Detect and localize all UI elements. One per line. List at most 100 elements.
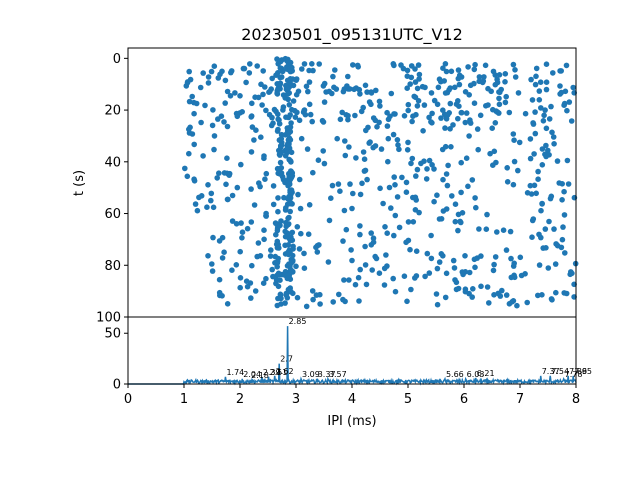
scatter-point <box>552 261 559 267</box>
scatter-point <box>551 226 557 232</box>
x-tick-label: 1 <box>180 392 188 407</box>
scatter-point <box>494 229 500 235</box>
histogram-y-axis: 0 50 <box>104 327 128 393</box>
scatter-point <box>260 91 266 98</box>
scatter-point <box>287 112 294 118</box>
scatter-point <box>462 89 469 95</box>
scatter-point <box>249 262 255 269</box>
scatter-point <box>240 65 247 72</box>
scatter-point <box>258 134 264 140</box>
scatter-point <box>211 146 217 153</box>
y-tick-label: 50 <box>104 327 121 342</box>
scatter-point <box>551 141 557 147</box>
scatter-point <box>200 153 206 159</box>
scatter-point <box>564 157 571 164</box>
scatter-point <box>503 247 510 253</box>
scatter-point <box>263 275 269 282</box>
scatter-point <box>182 165 188 172</box>
scatter-point <box>392 212 399 219</box>
scatter-point <box>321 160 328 167</box>
scatter-point <box>328 195 334 201</box>
peak-label: 3.57 <box>329 370 347 379</box>
scatter-point <box>422 273 428 280</box>
scatter-point <box>284 272 291 278</box>
scatter-point <box>531 182 538 189</box>
scatter-point <box>289 229 296 236</box>
scatter-point <box>362 82 369 89</box>
scatter-point <box>570 84 576 91</box>
scatter-point <box>228 69 234 76</box>
scatter-point <box>298 135 305 142</box>
scatter-point <box>316 61 323 67</box>
scatter-point <box>539 201 545 207</box>
scatter-point <box>305 88 311 95</box>
scatter-point <box>224 155 230 161</box>
scatter-point <box>458 219 464 226</box>
scatter-point <box>527 155 534 162</box>
scatter-point <box>205 80 212 86</box>
scatter-point <box>321 80 328 87</box>
scatter-point <box>376 119 382 126</box>
scatter-point <box>376 98 383 105</box>
scatter-point <box>356 298 362 304</box>
scatter-point <box>276 271 282 278</box>
scatter-point <box>527 182 534 189</box>
scatter-point <box>487 150 493 157</box>
scatter-point <box>455 227 461 234</box>
scatter-point <box>263 170 270 177</box>
scatter-point <box>309 118 316 125</box>
scatter-point <box>467 82 474 89</box>
y-tick-label: 100 <box>96 311 121 326</box>
scatter-point <box>480 78 487 84</box>
scatter-point <box>414 85 421 92</box>
scatter-point <box>186 98 193 105</box>
scatter-point <box>565 181 572 187</box>
scatter-point <box>492 254 499 260</box>
scatter-point <box>435 84 442 91</box>
scatter-point <box>404 67 411 74</box>
scatter-point <box>353 85 360 91</box>
scatter-point <box>404 85 411 91</box>
scatter-point <box>401 273 408 280</box>
scatter-point <box>403 179 410 186</box>
scatter-point <box>494 76 500 83</box>
scatter-point <box>443 68 450 75</box>
scatter-point <box>270 120 276 126</box>
scatter-point <box>422 84 428 91</box>
scatter-point <box>267 253 274 259</box>
scatter-point <box>238 220 244 226</box>
scatter-point <box>442 61 449 67</box>
scatter-point <box>440 176 446 183</box>
scatter-point <box>456 81 463 88</box>
scatter-point <box>431 166 437 172</box>
x-tick-label: 8 <box>572 392 580 407</box>
scatter-point <box>269 75 276 82</box>
scatter-point <box>496 95 502 102</box>
histogram-line-path <box>128 326 577 386</box>
scatter-point <box>484 284 491 290</box>
scatter-point <box>386 184 393 191</box>
scatter-point <box>205 253 211 259</box>
scatter-point <box>221 119 227 125</box>
scatter-point <box>285 242 292 248</box>
x-axis-label: IPI (ms) <box>327 414 376 429</box>
scatter-point <box>510 61 517 68</box>
scatter-point <box>347 86 353 92</box>
scatter-point <box>511 158 518 165</box>
scatter-point <box>416 71 423 78</box>
scatter-point <box>502 79 508 85</box>
scatter-point <box>462 253 468 259</box>
scatter-point <box>452 84 458 91</box>
scatter-point <box>440 253 446 259</box>
scatter-point <box>274 302 281 309</box>
scatter-point <box>540 118 547 124</box>
scatter-point <box>483 226 490 232</box>
peak-label: 5.66 <box>446 370 464 379</box>
scatter-point <box>294 109 300 116</box>
scatter-point <box>204 204 210 210</box>
scatter-point <box>297 205 304 212</box>
scatter-point <box>285 215 291 222</box>
scatter-point <box>354 62 361 69</box>
peak-label: 2.85 <box>289 317 307 326</box>
